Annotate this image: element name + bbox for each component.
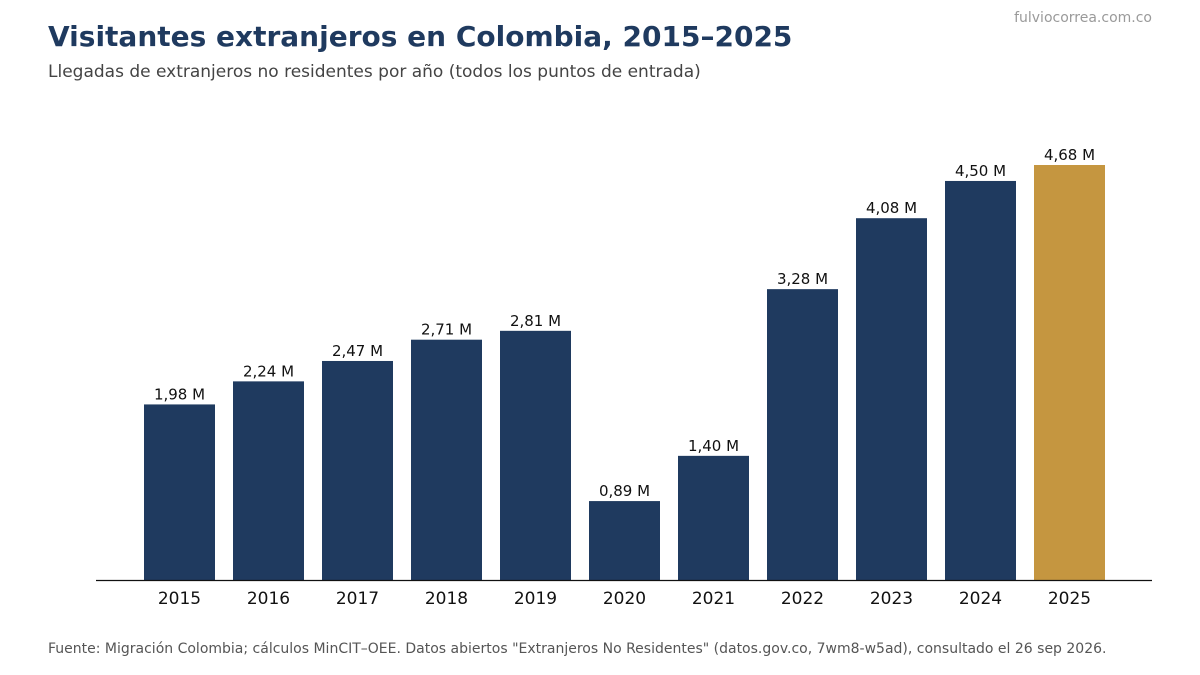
- data-label-2019: 2,81 M: [510, 312, 561, 330]
- x-tick-label-2017: 2017: [336, 589, 379, 609]
- x-tick-label-2025: 2025: [1048, 589, 1091, 609]
- data-label-2018: 2,71 M: [421, 321, 472, 339]
- x-tick-label-2019: 2019: [514, 589, 557, 609]
- data-label-2024: 4,50 M: [955, 162, 1006, 180]
- bar-2025: [1034, 165, 1105, 580]
- source-note: Fuente: Migración Colombia; cálculos Min…: [48, 641, 1107, 657]
- x-tick-label-2023: 2023: [870, 589, 913, 609]
- bar-2017: [322, 360, 393, 580]
- data-label-2015: 1,98 M: [154, 385, 205, 403]
- bar-2020: [589, 501, 660, 580]
- x-tick-label-2024: 2024: [959, 589, 1002, 609]
- bar-2022: [767, 289, 838, 580]
- data-labels-group: 1,98 M 2,24 M 2,47 M 2,71 M 2,81 M 0,89 M 1,40…: [154, 146, 1095, 500]
- data-label-2016: 2,24 M: [243, 362, 294, 380]
- x-tick-labels-group: 2015 2016 2017 2018 2019 2020 2021 2022 2023 2024…: [158, 589, 1091, 609]
- data-label-2023: 4,08 M: [866, 199, 917, 217]
- bar-2015: [144, 404, 215, 580]
- x-tick-label-2021: 2021: [692, 589, 735, 609]
- x-tick-label-2018: 2018: [425, 589, 468, 609]
- bar-2016: [233, 381, 304, 580]
- x-tick-label-2022: 2022: [781, 589, 824, 609]
- chart-subtitle: Llegadas de extranjeros no residentes po…: [48, 62, 701, 82]
- data-label-2025: 4,68 M: [1044, 146, 1095, 164]
- bars-group: [144, 165, 1105, 580]
- bar-2024: [945, 180, 1016, 580]
- data-label-2017: 2,47 M: [332, 342, 383, 360]
- x-tick-label-2016: 2016: [247, 589, 290, 609]
- bar-2018: [411, 339, 482, 580]
- data-label-2022: 3,28 M: [777, 270, 828, 288]
- site-watermark: fulviocorrea.com.co: [1014, 10, 1152, 26]
- chart-title: Visitantes extranjeros en Colombia, 2015…: [48, 20, 793, 53]
- bar-2019: [500, 330, 571, 580]
- data-label-2020: 0,89 M: [599, 482, 650, 500]
- bar-2023: [856, 218, 927, 580]
- data-label-2021: 1,40 M: [688, 437, 739, 455]
- x-tick-label-2015: 2015: [158, 589, 201, 609]
- bar-2021: [678, 455, 749, 580]
- x-tick-label-2020: 2020: [603, 589, 646, 609]
